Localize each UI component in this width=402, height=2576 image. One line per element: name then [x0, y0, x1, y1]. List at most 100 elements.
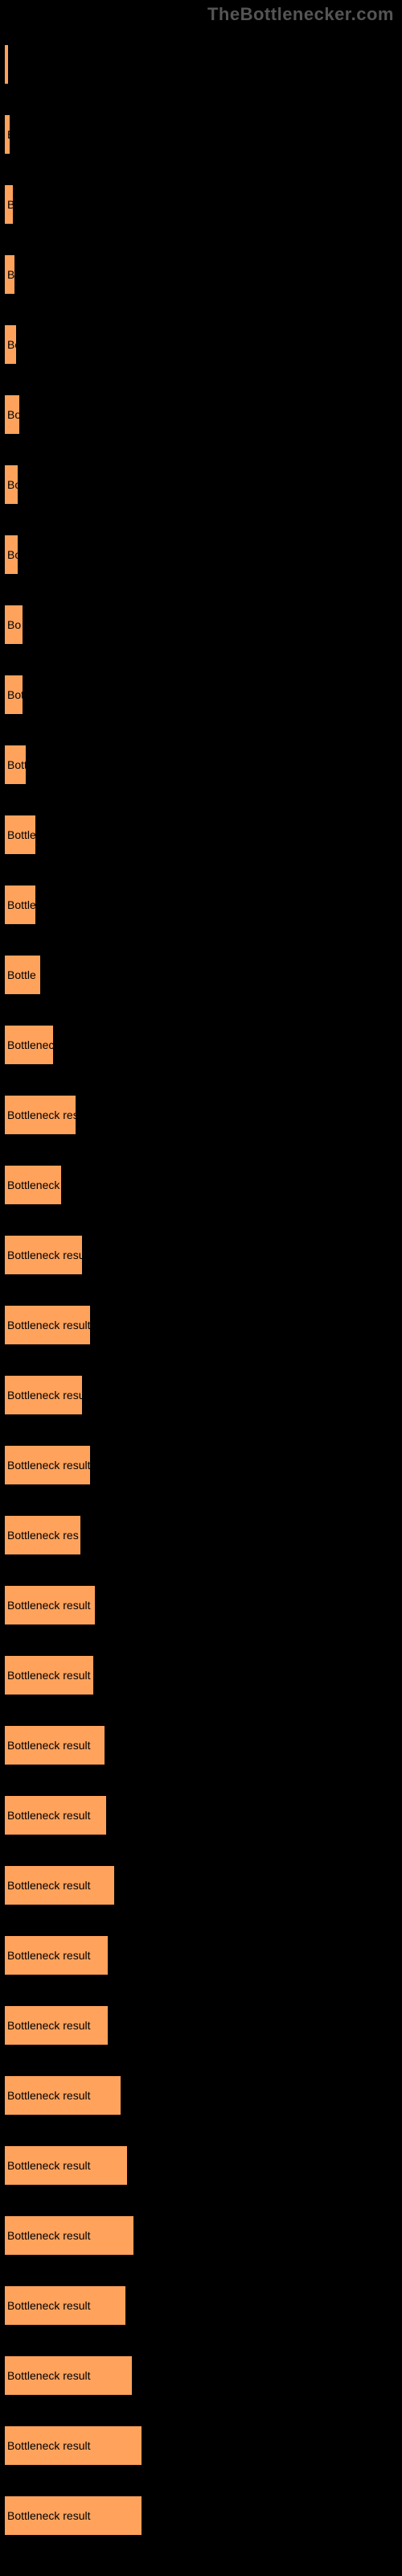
- bar: Bottleneck result: [4, 2005, 109, 2046]
- bar: Bottleneck result: [4, 1305, 91, 1345]
- bar: Bot: [4, 675, 23, 715]
- bar-label: Bottleneck result: [7, 2089, 91, 2102]
- bar-row: B: [4, 114, 398, 155]
- bar: Bottleneck result: [4, 1725, 105, 1765]
- bar-row: Bottleneck result: [4, 1935, 398, 1975]
- bar: Bottleneck result: [4, 1795, 107, 1835]
- bar: Bottleneck: [4, 1165, 62, 1205]
- bar: Bo: [4, 535, 18, 575]
- bar-row: Bottleneck result: [4, 1725, 398, 1765]
- bar-row: Bottleneck: [4, 1165, 398, 1205]
- bar-label: Bo: [7, 338, 17, 351]
- bar: Bo: [4, 464, 18, 505]
- bar-chart: B B B Bo Bo Bo Bo Bo Bot Bott Bottle Bottle Bottle Bo…: [0, 0, 402, 2536]
- bar-row: Bottle: [4, 815, 398, 855]
- bar: Bottleneck resu: [4, 1375, 83, 1415]
- bar-row: Bo: [4, 605, 398, 645]
- bar-row: Bottleneck result: [4, 1585, 398, 1625]
- bar: Bottleneck result: [4, 2285, 126, 2326]
- bar: Bottleneck result: [4, 1865, 115, 1905]
- bar-row: Bottleneck result: [4, 2355, 398, 2396]
- bar: B: [4, 254, 15, 295]
- bar: B: [4, 184, 14, 225]
- bar-label: B: [7, 198, 14, 211]
- bar: Bottleneck result: [4, 2215, 134, 2256]
- bar: Bottleneck result: [4, 2075, 121, 2116]
- bar: Bottleneck result: [4, 2425, 142, 2466]
- bar-label: Bottleneck result: [7, 2509, 91, 2522]
- bar-row: Bo: [4, 535, 398, 575]
- bar-label: Bottleneck result: [7, 1319, 91, 1331]
- bar-label: Bo: [7, 478, 18, 491]
- bar-row: Bottleneck result: [4, 1655, 398, 1695]
- bar: Bottleneck result: [4, 2496, 142, 2536]
- bar-label: Bottle: [7, 828, 36, 841]
- bar: Bottlenec: [4, 1025, 54, 1065]
- bar-label: Bottleneck result: [7, 1809, 91, 1822]
- bar-label: Bottlenec: [7, 1038, 54, 1051]
- bar-row: Bot: [4, 675, 398, 715]
- bar-label: Bottle: [7, 968, 36, 981]
- bar-row: Bottleneck result: [4, 2285, 398, 2326]
- bar-label: Bottleneck result: [7, 2369, 91, 2382]
- bar: B: [4, 114, 10, 155]
- bar: Bottle: [4, 815, 36, 855]
- bar-label: Bo: [7, 618, 21, 631]
- bar-label: B: [7, 128, 10, 141]
- bar-row: Bottleneck result: [4, 1305, 398, 1345]
- bar-label: Bottleneck res: [7, 1108, 76, 1121]
- bar-label: Bo: [7, 408, 20, 421]
- bar-row: Bottleneck resu: [4, 1235, 398, 1275]
- bar-label: Bottleneck res: [7, 1529, 79, 1542]
- bar: Bottleneck res: [4, 1095, 76, 1135]
- bar-label: Bottleneck result: [7, 1459, 91, 1472]
- bar-row: Bo: [4, 394, 398, 435]
- bar-label: Bottleneck: [7, 1179, 59, 1191]
- bar-row: Bottleneck result: [4, 2005, 398, 2046]
- bar-row: Bottleneck result: [4, 1795, 398, 1835]
- bar-label: Bottleneck result: [7, 2019, 91, 2032]
- bar-label: Bottleneck result: [7, 1739, 91, 1752]
- bar-row: Bottleneck res: [4, 1515, 398, 1555]
- bar-row: B: [4, 254, 398, 295]
- bar-label: Bott: [7, 758, 27, 771]
- bar-row: Bottleneck result: [4, 2425, 398, 2466]
- bar-row: Bottleneck result: [4, 1865, 398, 1905]
- bar-label: Bottleneck result: [7, 2159, 91, 2172]
- bar: Bottleneck result: [4, 2355, 133, 2396]
- bar-label: Bottleneck result: [7, 2229, 91, 2242]
- bar-row: B: [4, 184, 398, 225]
- bar: Bott: [4, 745, 27, 785]
- bar: Bottleneck result: [4, 1655, 94, 1695]
- bar-label: Bottle: [7, 898, 36, 911]
- bar: Bottle: [4, 885, 36, 925]
- bar-label: Bottleneck result: [7, 1599, 91, 1612]
- bar-row: Bottleneck result: [4, 2215, 398, 2256]
- bar-row: [4, 44, 398, 85]
- bar-label: Bottleneck result: [7, 2439, 91, 2452]
- bar-row: Bottleneck result: [4, 2496, 398, 2536]
- bar-row: Bo: [4, 324, 398, 365]
- bar-label: Bottleneck result: [7, 1669, 91, 1682]
- bar-row: Bottlenec: [4, 1025, 398, 1065]
- bar: Bottleneck res: [4, 1515, 81, 1555]
- bar-row: Bottle: [4, 885, 398, 925]
- bar-label: Bottleneck resu: [7, 1249, 83, 1261]
- bar-row: Bottleneck resu: [4, 1375, 398, 1415]
- bar: Bo: [4, 605, 23, 645]
- watermark-text: TheBottlenecker.com: [207, 4, 394, 25]
- bar-label: Bot: [7, 688, 23, 701]
- bar-row: Bottleneck result: [4, 2075, 398, 2116]
- bar-label: Bottleneck result: [7, 1879, 91, 1892]
- bar-row: Bottleneck result: [4, 1445, 398, 1485]
- bar: Bo: [4, 324, 17, 365]
- bar: Bottleneck result: [4, 2145, 128, 2186]
- bar-label: Bo: [7, 548, 18, 561]
- bar-row: Bo: [4, 464, 398, 505]
- bar: Bottleneck resu: [4, 1235, 83, 1275]
- bar: Bottleneck result: [4, 1445, 91, 1485]
- bar: [4, 44, 9, 85]
- bar: Bottleneck result: [4, 1935, 109, 1975]
- bar-label: Bottleneck result: [7, 1949, 91, 1962]
- bar-label: Bottleneck result: [7, 2299, 91, 2312]
